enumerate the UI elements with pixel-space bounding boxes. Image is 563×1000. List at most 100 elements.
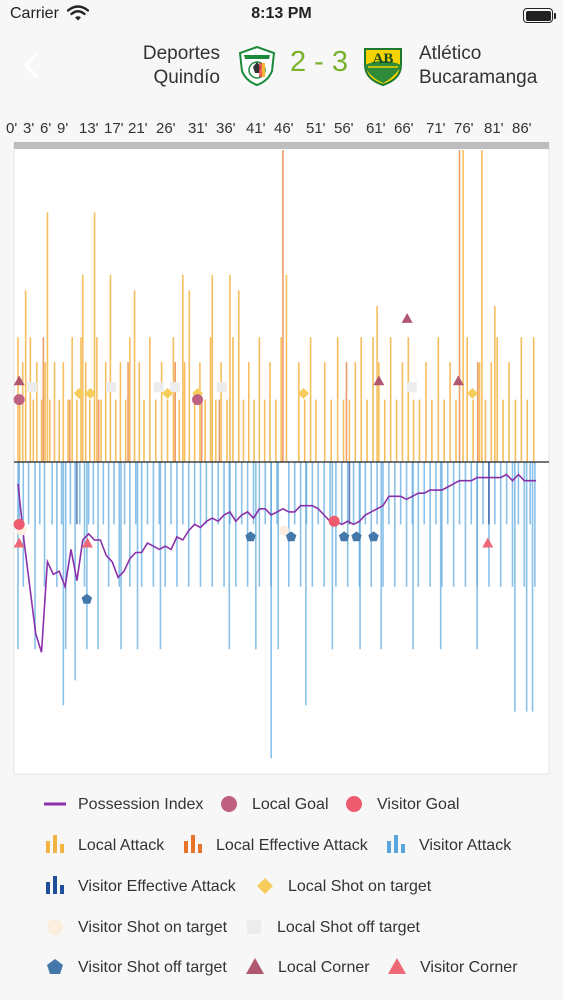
local-corner-marker (452, 375, 464, 386)
minute-tick-label: 51' (306, 120, 326, 137)
bars-icon (182, 831, 204, 859)
home-team-name-line1: Deportes (142, 43, 220, 64)
legend-label: Visitor Goal (377, 796, 460, 813)
battery-tip (554, 13, 556, 19)
timeline-svg (13, 141, 550, 775)
local-shot-on-marker (162, 387, 174, 399)
bars-icon (44, 831, 66, 859)
match-timeline-chart (0, 141, 563, 778)
minute-tick-label: 9' (57, 120, 69, 137)
match-header: Deportes Quindío 2 - 3 AB Atlético Bucar… (0, 30, 563, 104)
status-bar: Carrier 8:13 PM (0, 0, 563, 30)
match-score: 2 - 3 (289, 46, 349, 78)
minute-tick-label: 17' (104, 120, 124, 137)
local-goal-marker (192, 394, 204, 406)
visitor-shot-off-marker (368, 531, 379, 542)
local-corner-marker (373, 375, 385, 386)
legend-label: Visitor Effective Attack (78, 878, 236, 895)
minute-tick-label: 81' (484, 120, 504, 137)
minute-tick-label: 66' (394, 120, 414, 137)
minute-tick-label: 71' (426, 120, 446, 137)
legend-label: Local Effective Attack (216, 837, 368, 854)
legend-label: Possession Index (78, 796, 204, 813)
visitor-shot-on-marker (279, 525, 290, 536)
bars-icon (385, 831, 407, 859)
home-team-name: Deportes Quindío (120, 42, 220, 90)
away-team-name: Atlético Bucaramanga (419, 42, 537, 90)
local-goal-marker (13, 394, 25, 406)
minute-tick-label: 26' (156, 120, 176, 137)
visitor-shot-off-marker (245, 531, 256, 542)
line-icon (44, 790, 66, 818)
minute-tick-label: 3' (23, 120, 35, 137)
square-icon (243, 913, 265, 941)
battery-icon (523, 8, 553, 23)
legend-label: Local Goal (252, 796, 329, 813)
triangle-icon (244, 953, 266, 981)
legend-label: Visitor Shot off target (78, 959, 227, 976)
circle-icon (343, 790, 365, 818)
minute-tick-label: 61' (366, 120, 386, 137)
visitor-corner-marker (482, 537, 494, 548)
away-crest-text: AB (373, 51, 394, 67)
away-team-name-line2: Bucaramanga (419, 67, 538, 88)
local-shot-on-marker (298, 387, 310, 399)
local-shot-on-marker (84, 387, 96, 399)
local-shot-off-marker (106, 382, 117, 393)
circle-icon (44, 913, 66, 941)
wifi-icon (66, 5, 90, 26)
local-shot-off-marker (153, 382, 164, 393)
legend-label: Visitor Shot on target (78, 919, 228, 936)
visitor-goal-marker (13, 518, 25, 530)
carrier-label: Carrier (10, 5, 59, 22)
local-corner-marker (401, 312, 413, 323)
legend-label: Local Shot off target (277, 919, 420, 936)
legend-label: Local Shot on target (288, 878, 432, 895)
minute-tick-label: 46' (274, 120, 294, 137)
legend-label: Local Attack (78, 837, 165, 854)
minute-axis: 0' 3' 6' 9' 13' 17' 21' 26' 31' 36' 41' 46' 51' 56' 61… (0, 104, 563, 142)
local-shot-on-marker (73, 387, 85, 399)
minute-tick-label: 31' (188, 120, 208, 137)
minute-tick-label: 6' (40, 120, 52, 137)
pentagon-icon (44, 953, 66, 981)
minute-tick-label: 13' (79, 120, 99, 137)
back-button[interactable] (18, 48, 48, 82)
legend-label: Visitor Attack (419, 837, 512, 854)
circle-icon (218, 790, 240, 818)
clock: 8:13 PM (251, 5, 312, 22)
local-shot-on-marker (466, 387, 478, 399)
visitor-corner-marker (13, 537, 25, 548)
visitor-shot-off-marker (285, 531, 297, 542)
possession-index-line (17, 473, 537, 653)
visitor-shot-off-marker (81, 593, 93, 604)
chart-legend: Possession Index Local Goal Visitor Goal Lo… (0, 778, 563, 1000)
visitor-shot-off-marker (351, 531, 362, 542)
diamond-icon (254, 872, 276, 900)
local-shot-off-marker (406, 382, 417, 393)
away-team-name-line1: Atlético (419, 43, 482, 64)
minute-tick-label: 0' (6, 120, 18, 137)
local-corner-marker (13, 375, 25, 386)
bars-icon (44, 872, 66, 900)
triangle-icon (386, 953, 408, 981)
visitor-shot-off-marker (338, 531, 350, 542)
local-shot-off-marker (170, 382, 181, 393)
chart-top-strip (14, 142, 549, 149)
away-team-crest-icon: AB (362, 45, 404, 92)
home-team-name-line2: Quindío (153, 67, 220, 88)
legend-label: Visitor Corner (420, 959, 518, 976)
minute-tick-label: 56' (334, 120, 354, 137)
minute-tick-label: 86' (512, 120, 532, 137)
local-shot-off-marker (27, 382, 38, 393)
visitor-goal-marker (328, 515, 340, 527)
chevron-left-icon (24, 52, 38, 78)
local-shot-off-marker (216, 382, 227, 393)
minute-tick-label: 76' (454, 120, 474, 137)
minute-tick-label: 41' (246, 120, 266, 137)
visitor-corner-marker (81, 537, 93, 548)
legend-label: Local Corner (278, 959, 370, 976)
minute-tick-label: 21' (128, 120, 148, 137)
minute-tick-label: 36' (216, 120, 236, 137)
home-team-crest-icon (236, 45, 278, 92)
